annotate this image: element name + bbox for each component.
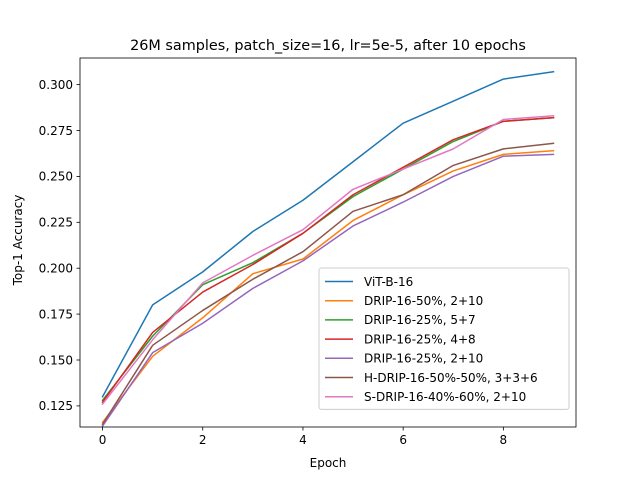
chart-title: 26M samples, patch_size=16, lr=5e-5, aft… <box>130 38 526 54</box>
legend-label-4: DRIP-16-25%, 2+10 <box>364 352 483 366</box>
y-tick-label-6: 0.275 <box>39 124 73 138</box>
y-tick-label-5: 0.250 <box>39 170 73 184</box>
plot-frame <box>79 57 577 428</box>
series-line-5 <box>101 142 555 426</box>
series-line-4 <box>101 153 555 428</box>
y-tick-label-4: 0.225 <box>39 216 73 230</box>
legend-label-3: DRIP-16-25%, 4+8 <box>364 332 476 346</box>
y-tick-label-3: 0.200 <box>39 262 73 276</box>
series-layer <box>101 70 555 428</box>
legend-label-2: DRIP-16-25%, 5+7 <box>364 313 476 327</box>
axes-layer: 0 2 4 6 8 0.125 0.150 0.175 0.200 0.225 0.250 0.275… <box>39 57 577 447</box>
series-line-1 <box>101 149 555 424</box>
legend-label-0: ViT-B-16 <box>364 275 413 289</box>
x-axis-label: Epoch <box>310 456 347 470</box>
y-tick-label-2: 0.175 <box>39 307 73 321</box>
series-line-6 <box>101 115 555 406</box>
legend-label-6: S-DRIP-16-40%-60%, 2+10 <box>364 390 526 404</box>
y-tick-label-7: 0.300 <box>39 78 73 92</box>
y-tick-label-1: 0.150 <box>39 353 73 367</box>
legend: ViT-B-16 DRIP-16-50%, 2+10 DRIP-16-25%, 5+… <box>318 267 570 410</box>
legend-label-1: DRIP-16-50%, 2+10 <box>364 294 483 308</box>
legend-box <box>318 267 570 410</box>
x-tick-label-0: 0 <box>99 433 107 447</box>
x-tick-label-2: 4 <box>299 433 307 447</box>
y-tick-label-0: 0.125 <box>39 399 73 413</box>
x-tick-label-1: 2 <box>199 433 207 447</box>
x-tick-label-4: 8 <box>500 433 508 447</box>
legend-label-5: H-DRIP-16-50%-50%, 3+3+6 <box>364 371 538 385</box>
x-tick-label-3: 6 <box>399 433 407 447</box>
series-line-0 <box>101 70 555 398</box>
y-axis-label: Top-1 Accuracy <box>11 195 25 287</box>
